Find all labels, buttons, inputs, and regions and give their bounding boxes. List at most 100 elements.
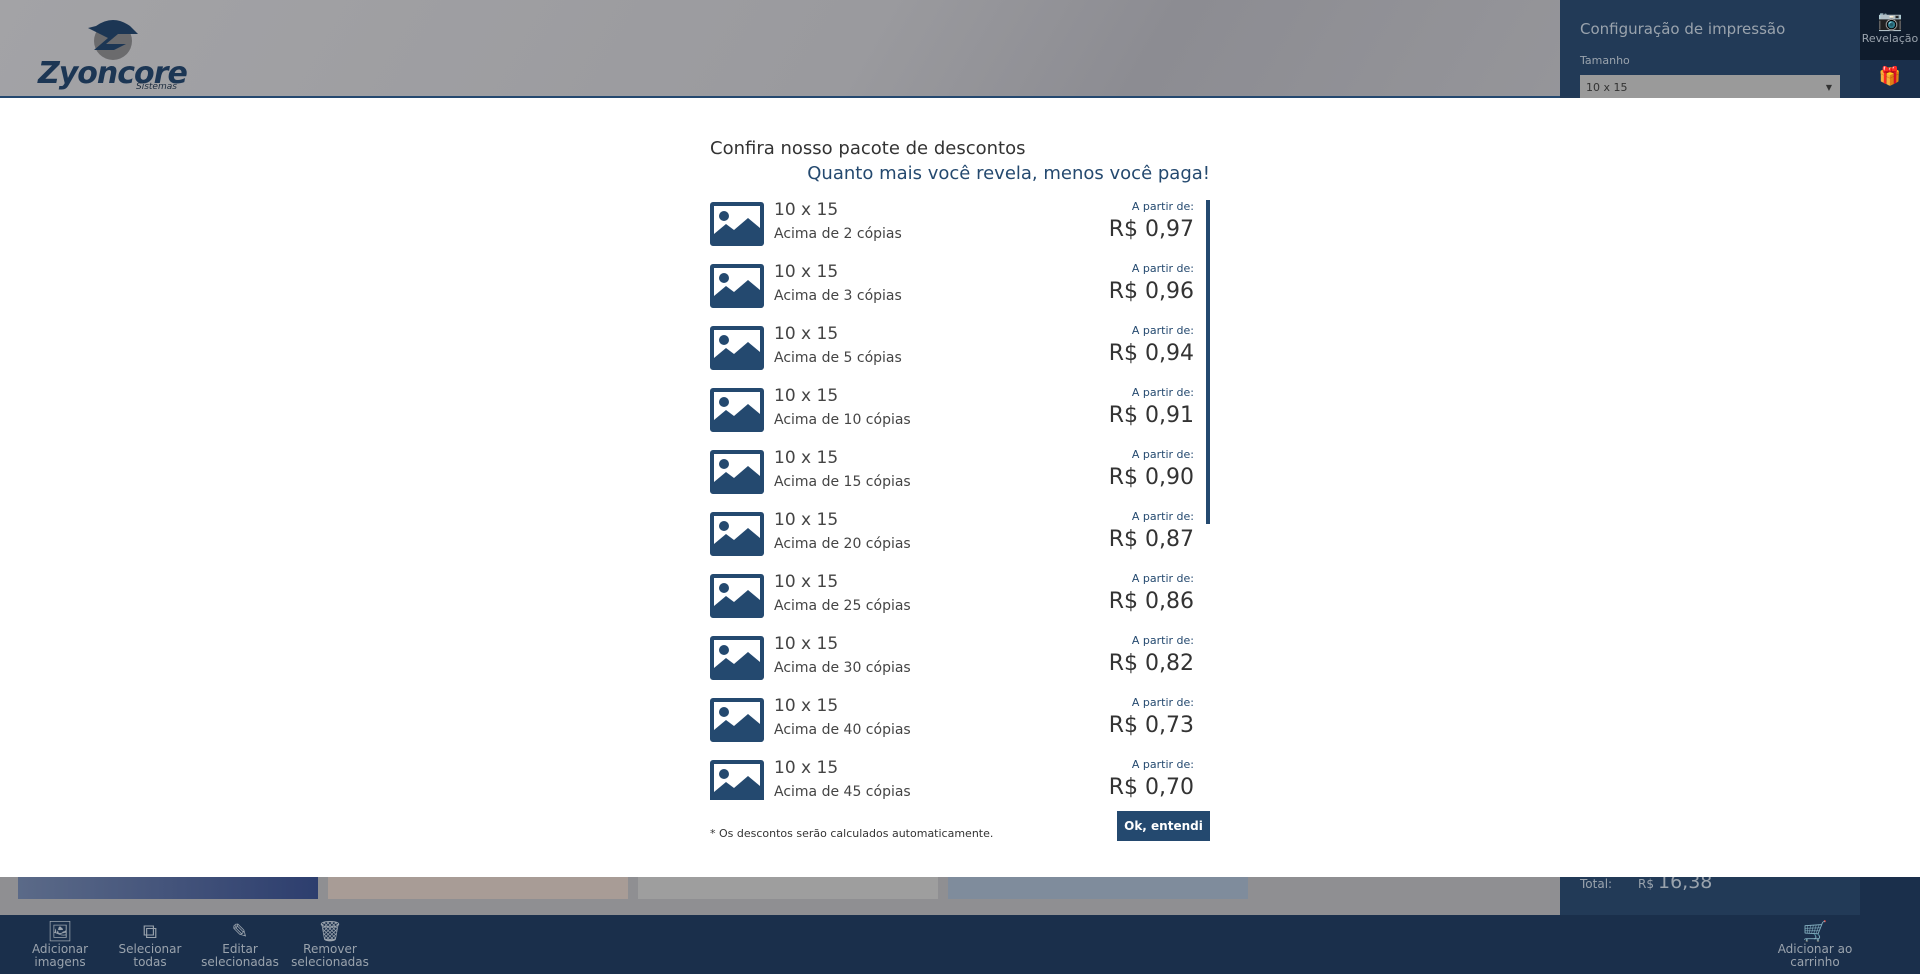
bottom-toolbar: 🖼 Adicionar imagens ⧉ Selecionar todas ✎ Editar… — [0, 915, 1920, 974]
print-config-title: Configuração de impressão — [1580, 20, 1786, 38]
item-from-label: A partir de: — [1131, 386, 1194, 399]
scrollbar-thumb[interactable] — [1206, 200, 1210, 524]
item-price: R$ 0,82 — [1108, 651, 1194, 676]
logo: Zyoncore Sistemas — [38, 16, 188, 94]
image-icon — [710, 512, 764, 556]
button-label: Adicionar — [31, 942, 89, 956]
discount-item: 10 x 15 Acima de 40 cópias A partir de: … — [710, 696, 1210, 758]
image-icon — [710, 636, 764, 680]
item-size: 10 x 15 — [774, 324, 839, 344]
button-label: Adicionar ao — [1777, 942, 1853, 956]
image-icon — [710, 698, 764, 742]
image-icon: 🖼 — [47, 919, 73, 943]
modal-subtitle: Quanto mais você revela, menos você paga… — [807, 163, 1210, 184]
item-quantity: Acima de 20 cópias — [774, 536, 911, 552]
item-price: R$ 0,96 — [1108, 279, 1194, 304]
item-quantity: Acima de 3 cópias — [774, 288, 902, 304]
trash-icon: 🗑 — [317, 919, 343, 943]
discount-item: 10 x 15 Acima de 25 cópias A partir de: … — [710, 572, 1210, 634]
discount-modal: Confira nosso pacote de descontos Quanto… — [0, 98, 1920, 877]
toolbar-button-remover[interactable]: 🗑 Remover selecionadas — [285, 919, 375, 969]
toolbar-button-adicionar[interactable]: 🖼 Adicionar imagens — [15, 919, 105, 969]
item-quantity: Acima de 10 cópias — [774, 412, 911, 428]
item-size: 10 x 15 — [774, 572, 839, 592]
total-panel: Total: R$ 16,38 — [1560, 871, 1860, 915]
item-from-label: A partir de: — [1131, 634, 1194, 647]
button-label: Editar — [222, 942, 258, 956]
image-icon — [710, 202, 764, 246]
button-label: Selecionar — [118, 942, 182, 956]
pencil-icon: ✎ — [231, 919, 249, 943]
item-size: 10 x 15 — [774, 386, 839, 406]
size-select[interactable]: 10 x 15 ▼ — [1580, 75, 1840, 98]
modal-title: Confira nosso pacote de descontos — [710, 138, 1026, 159]
discount-item: 10 x 15 Acima de 45 cópias A partir de: … — [710, 758, 1210, 800]
ok-button[interactable]: Ok, entendi — [1117, 811, 1210, 841]
select-all-icon: ⧉ — [142, 919, 158, 943]
item-quantity: Acima de 40 cópias — [774, 722, 911, 738]
item-price: R$ 0,94 — [1108, 341, 1194, 366]
item-from-label: A partir de: — [1131, 696, 1194, 709]
photo-thumbnail[interactable] — [328, 877, 628, 899]
discount-item: 10 x 15 Acima de 2 cópias A partir de: R… — [710, 200, 1210, 262]
item-price: R$ 0,86 — [1108, 589, 1194, 614]
total-currency: R$ — [1638, 877, 1654, 891]
button-label: selecionadas — [291, 955, 369, 969]
item-quantity: Acima de 5 cópias — [774, 350, 902, 366]
discount-list[interactable]: 10 x 15 Acima de 2 cópias A partir de: R… — [710, 200, 1210, 800]
image-icon — [710, 574, 764, 618]
item-from-label: A partir de: — [1131, 324, 1194, 337]
toolbar-button-editar[interactable]: ✎ Editar selecionadas — [195, 919, 285, 969]
item-from-label: A partir de: — [1131, 262, 1194, 275]
item-from-label: A partir de: — [1131, 200, 1194, 213]
size-value: 10 x 15 — [1586, 81, 1628, 94]
logo-subtext: Sistemas — [136, 82, 177, 92]
logo-mark-icon — [88, 20, 138, 60]
item-quantity: Acima de 2 cópias — [774, 226, 902, 242]
image-icon — [710, 264, 764, 308]
item-size: 10 x 15 — [774, 448, 839, 468]
item-quantity: Acima de 30 cópias — [774, 660, 911, 676]
photo-thumbnail[interactable] — [18, 877, 318, 899]
photo-thumbnail[interactable] — [638, 877, 938, 899]
button-label: imagens — [34, 955, 86, 969]
image-icon — [710, 760, 764, 800]
chevron-down-icon: ▼ — [1825, 83, 1832, 92]
item-size: 10 x 15 — [774, 634, 839, 654]
discount-item: 10 x 15 Acima de 5 cópias A partir de: R… — [710, 324, 1210, 386]
discount-item: 10 x 15 Acima de 20 cópias A partir de: … — [710, 510, 1210, 572]
button-label: selecionadas — [201, 955, 279, 969]
item-size: 10 x 15 — [774, 510, 839, 530]
discount-item: 10 x 15 Acima de 10 cópias A partir de: … — [710, 386, 1210, 448]
button-label: Remover — [303, 942, 357, 956]
total-label: Total: — [1580, 877, 1613, 891]
image-icon — [710, 450, 764, 494]
discount-item: 10 x 15 Acima de 30 cópias A partir de: … — [710, 634, 1210, 696]
item-from-label: A partir de: — [1131, 572, 1194, 585]
print-config-panel: Configuração de impressão Tamanho 10 x 1… — [1560, 0, 1860, 98]
item-price: R$ 0,73 — [1108, 713, 1194, 738]
camera-icon: 📷 — [1877, 8, 1903, 32]
item-from-label: A partir de: — [1131, 758, 1194, 771]
gift-icon[interactable]: 🎁 — [1878, 66, 1902, 87]
item-price: R$ 0,87 — [1108, 527, 1194, 552]
item-from-label: A partir de: — [1131, 448, 1194, 461]
button-label: todas — [133, 955, 167, 969]
item-price: R$ 0,97 — [1108, 217, 1194, 242]
item-price: R$ 0,91 — [1108, 403, 1194, 428]
item-size: 10 x 15 — [774, 200, 839, 220]
toolbar-button-selecionar[interactable]: ⧉ Selecionar todas — [105, 919, 195, 969]
discount-item: 10 x 15 Acima de 3 cópias A partir de: R… — [710, 262, 1210, 324]
item-quantity: Acima de 25 cópias — [774, 598, 911, 614]
size-label: Tamanho — [1580, 54, 1630, 67]
image-icon — [710, 388, 764, 432]
item-size: 10 x 15 — [774, 262, 839, 282]
item-size: 10 x 15 — [774, 758, 839, 778]
cart-icon: 🛒 — [1802, 919, 1828, 943]
photo-thumbnail[interactable] — [948, 877, 1248, 899]
item-price: R$ 0,90 — [1108, 465, 1194, 490]
side-nav-revelacao[interactable]: 📷 Revelação — [1860, 0, 1920, 60]
item-from-label: A partir de: — [1131, 510, 1194, 523]
add-to-cart-button[interactable]: 🛒 Adicionar ao carrinho — [1770, 919, 1860, 969]
image-icon — [710, 326, 764, 370]
